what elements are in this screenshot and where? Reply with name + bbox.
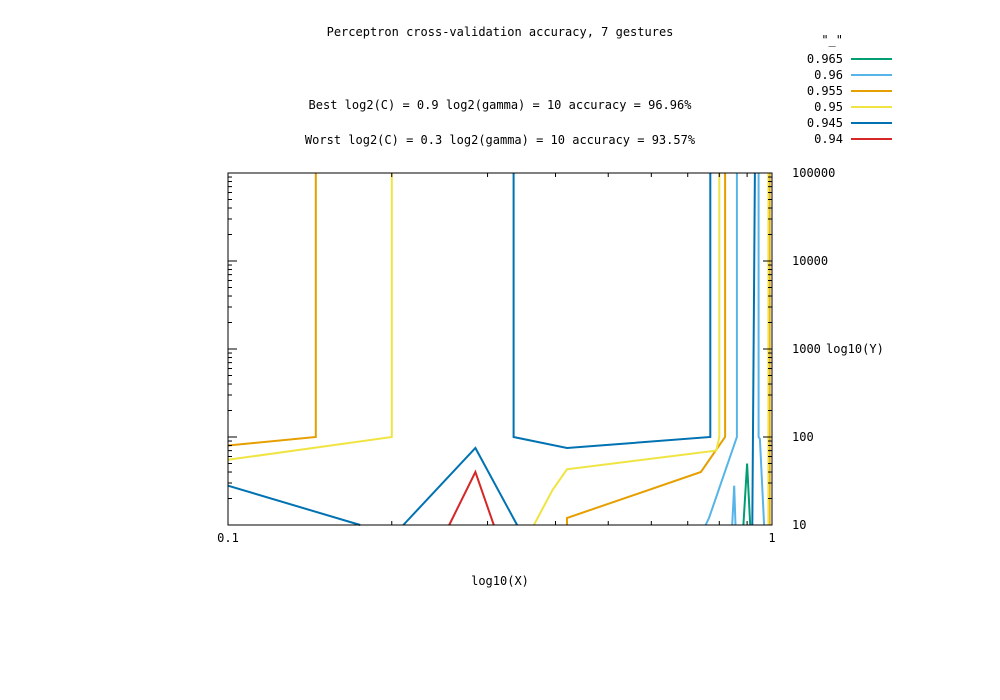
contour-line-0.94-0 — [448, 469, 495, 526]
contour-line-0.965-0 — [742, 463, 752, 526]
axes: 10 100 1000 10000 100000 0.1 1 — [217, 166, 835, 545]
contour-line-0.945-1 — [402, 446, 518, 526]
y-tick-label: 100000 — [792, 166, 835, 180]
y-tick-label: 100 — [792, 430, 814, 444]
x-tick-label: 1 — [768, 531, 775, 545]
chart-title: Perceptron cross-validation accuracy, 7 … — [327, 25, 674, 39]
legend-label-0.965: 0.965 — [807, 52, 843, 66]
y-tick-label: 10 — [792, 518, 806, 532]
plot-area — [227, 172, 771, 526]
x-axis-label: log10(X) — [471, 574, 529, 588]
contour-line-0.945-0 — [227, 484, 361, 526]
legend-label-0.95: 0.95 — [814, 100, 843, 114]
contour-line-0.95-0 — [227, 173, 393, 461]
contour-line-0.955-0 — [227, 173, 317, 447]
legend-label-0.94: 0.94 — [814, 132, 843, 146]
contour-line-0.96-1 — [704, 173, 738, 526]
contour-line-0.945-3 — [751, 172, 756, 526]
best-annotation: Best log2(C) = 0.9 log2(gamma) = 10 accu… — [309, 98, 693, 112]
y-tick-label: 1000 — [792, 342, 821, 356]
plot-frame — [227, 172, 773, 526]
y-tick-label: 10000 — [792, 254, 828, 268]
contour-line-0.95-1 — [533, 173, 721, 526]
worst-annotation: Worst log2(C) = 0.3 log2(gamma) = 10 acc… — [305, 133, 696, 147]
contour-line-0.96-0 — [731, 485, 737, 526]
contour-line-0.955-1 — [566, 173, 727, 525]
legend-label-0.955: 0.955 — [807, 84, 843, 98]
contour-line-0.96-2 — [757, 173, 766, 526]
legend: "_" 0.965 0.96 0.955 0.95 0.945 0.94 — [807, 33, 892, 146]
y-axis-label: log10(Y) — [826, 342, 884, 356]
legend-label-0.945: 0.945 — [807, 116, 843, 130]
contour-line-0.945-2 — [512, 173, 712, 450]
x-tick-label: 0.1 — [217, 531, 239, 545]
legend-title: "_" — [821, 33, 843, 47]
legend-label-0.96: 0.96 — [814, 68, 843, 82]
